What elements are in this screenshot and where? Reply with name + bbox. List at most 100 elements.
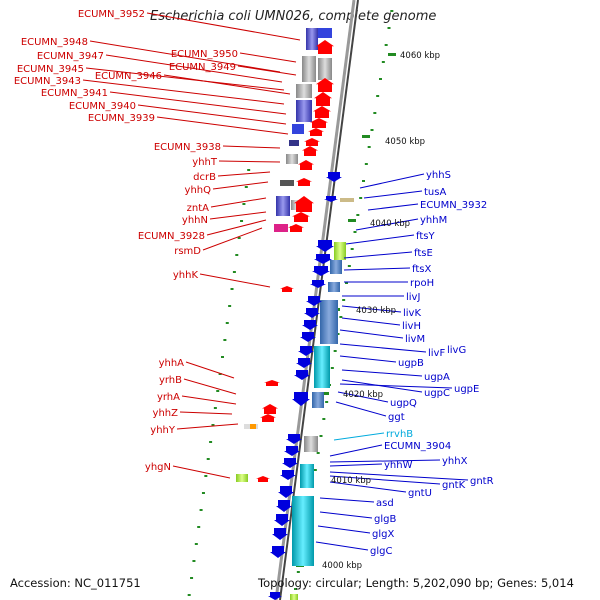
leader-line (179, 411, 233, 415)
scale-labels: 4060 kbp 4050 kbp 4040 kbp 4030 kbp 4020… (322, 51, 440, 571)
forward-gene-arrow (298, 160, 314, 170)
tick-mark (353, 231, 357, 233)
gene-label: ECUMN_3949 (169, 62, 236, 73)
tick-mark (235, 254, 239, 256)
scale-4020: 4020 kbp (343, 390, 383, 400)
tick-mark (244, 186, 248, 188)
leader-line (85, 67, 285, 91)
tick-mark (359, 197, 363, 199)
forward-genes (256, 40, 334, 482)
reverse-gene-arrow (284, 446, 300, 456)
leader-line (339, 383, 453, 389)
gene-label: yhhQ (185, 185, 212, 196)
gene-label: ECUMN_3932 (420, 200, 487, 211)
leader-line (367, 203, 419, 211)
leader-line (339, 343, 427, 353)
tick-mark (228, 305, 232, 307)
leader-line (341, 305, 402, 313)
reverse-gene-arrow (304, 308, 320, 318)
reverse-gene-arrow (294, 370, 310, 380)
tick-mark (319, 435, 323, 437)
leader-line (329, 471, 469, 481)
tick-mark (192, 560, 196, 562)
tick-mark (339, 316, 343, 318)
leader-line (156, 116, 289, 135)
scale-4060: 4060 kbp (400, 51, 440, 61)
tick-mark (221, 356, 224, 358)
tick-mark (296, 571, 300, 573)
forward-gene-arrow (316, 78, 334, 92)
gene-label: ECUMN_3938 (154, 142, 221, 153)
tick-mark (230, 288, 234, 290)
gene-label: livJ (406, 292, 420, 303)
major-tick (362, 135, 370, 138)
tick-mark (201, 492, 205, 494)
reverse-genes (268, 172, 342, 600)
tick-mark (367, 146, 371, 148)
tick-mark (387, 27, 391, 29)
leader-line (339, 355, 397, 363)
tick-mark (187, 594, 191, 596)
tick-mark (294, 588, 297, 590)
tick-mark (237, 237, 241, 239)
gene-label: yhhZ (153, 408, 179, 419)
tick-mark (325, 401, 329, 403)
tick-mark (373, 112, 377, 114)
gene-label: yrhA (157, 392, 180, 403)
leader-line (218, 160, 281, 163)
tick-mark (223, 339, 227, 341)
tick-mark (345, 282, 348, 284)
gene-label: ugpQ (390, 398, 417, 409)
gene-label: ugpA (424, 372, 450, 383)
leader-line (319, 497, 375, 503)
leader-line (172, 465, 231, 479)
leader-line (239, 52, 297, 63)
reverse-gene-arrow (296, 358, 312, 368)
reverse-gene-arrow (272, 528, 288, 540)
leader-line (237, 65, 297, 76)
gene-label: livF (428, 348, 445, 359)
tick-mark (322, 418, 326, 420)
gene-label: yhhY (150, 425, 176, 436)
leader-line (315, 541, 369, 551)
leader-line (335, 401, 387, 417)
tick-mark (242, 203, 246, 205)
scale-4030: 4030 kbp (356, 306, 396, 316)
gene-label: livH (402, 321, 421, 332)
accession-text: Accession: NC_011751 (10, 576, 141, 590)
tick-mark (379, 78, 382, 80)
scale-4010: 4010 kbp (331, 476, 371, 486)
reverse-gene-arrow (280, 470, 296, 480)
leader-line (333, 432, 385, 441)
reverse-gene-arrow (314, 254, 332, 264)
leader-line (319, 511, 373, 519)
tick-mark (350, 248, 354, 250)
gene-label: gntK (442, 480, 466, 491)
forward-gene-arrow (288, 224, 304, 232)
leader-line (199, 273, 271, 288)
label-leaders (82, 12, 469, 551)
forward-gene-arrow (308, 128, 324, 136)
reverse-gene-arrow (326, 172, 342, 182)
tick-mark (342, 299, 346, 301)
gene-label: livG (447, 345, 466, 356)
gene-label: livK (403, 308, 421, 319)
topology-text: Topology: circular; Length: 5,202,090 bp… (258, 576, 574, 590)
forward-gene-arrow (280, 286, 294, 292)
gene-label: yrhB (159, 375, 182, 386)
gene-label: yhgN (145, 462, 171, 473)
major-tick (348, 219, 356, 222)
gene-label: ugpE (454, 384, 479, 395)
gene-label: ECUMN_3940 (69, 101, 136, 112)
gene-label: yhhN (182, 215, 208, 226)
tick-mark (204, 475, 208, 477)
tick-mark (209, 441, 213, 443)
gene-label: yhhW (384, 460, 413, 471)
major-tick (388, 53, 396, 56)
reverse-gene-arrow (312, 266, 330, 276)
leader-line (89, 40, 281, 73)
tick-mark (190, 577, 194, 579)
gene-label: livM (405, 334, 425, 345)
gene-label: gntR (470, 476, 494, 487)
gene-label: ECUMN_3945 (17, 64, 84, 75)
